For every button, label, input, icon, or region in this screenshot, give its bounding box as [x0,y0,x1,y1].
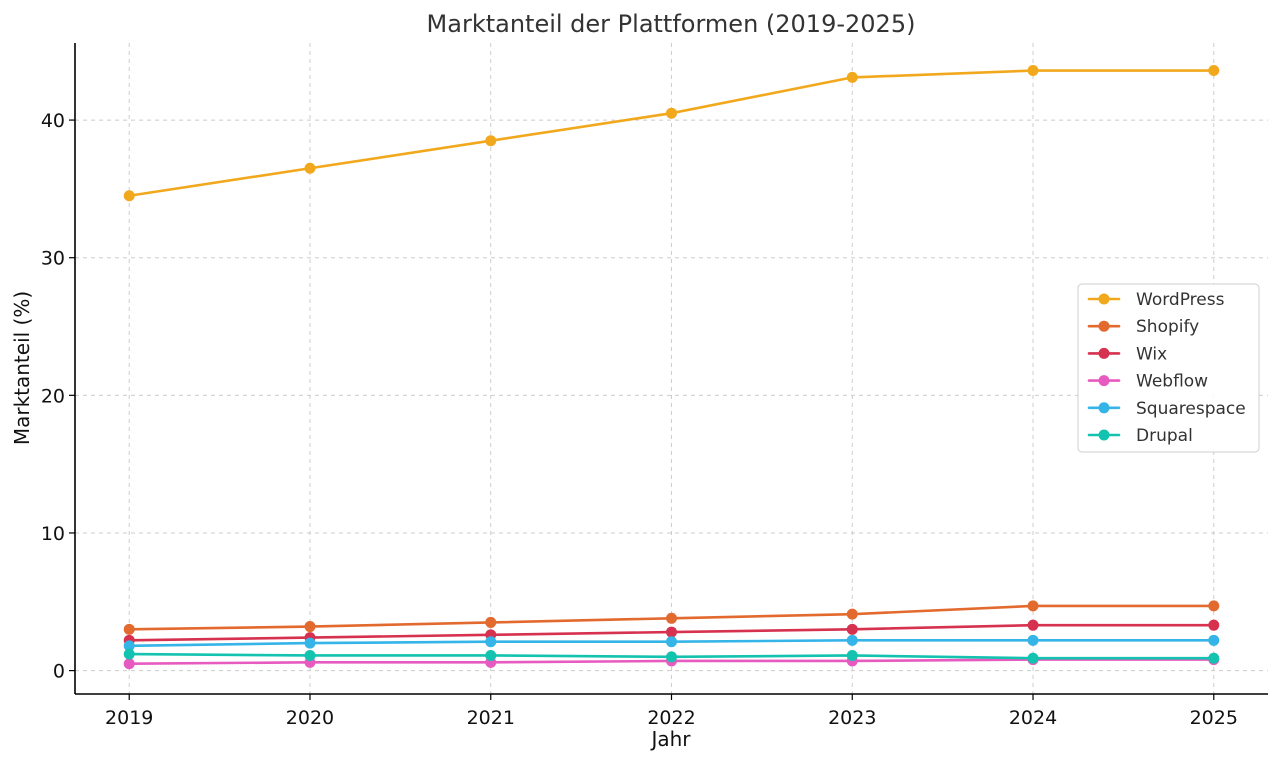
legend-item-webflow: Webflow [1087,372,1208,392]
data-point-shopify-2025 [1208,600,1220,612]
data-point-drupal-2021 [485,649,497,661]
data-point-shopify-2020 [304,621,316,633]
data-point-wordpress-2022 [666,107,677,119]
data-point-squarespace-2019 [123,640,135,652]
data-point-squarespace-2022 [666,636,677,648]
legend-item-squarespace: Squarespace [1087,399,1246,419]
legend-label: Squarespace [1136,399,1246,419]
legend-marker [1098,347,1110,359]
data-point-webflow-2019 [123,658,135,670]
legend-marker [1098,429,1110,441]
data-point-wix-2023 [846,623,858,635]
series-shopify [123,600,1220,635]
data-point-wordpress-2019 [123,190,135,202]
data-point-drupal-2023 [846,649,858,661]
legend-label: Wix [1136,344,1167,364]
data-point-squarespace-2023 [846,634,858,646]
legend-item-wix: Wix [1087,344,1167,364]
data-point-squarespace-2021 [485,636,497,648]
data-point-wix-2022 [666,626,677,638]
data-point-shopify-2022 [666,612,677,624]
x-tick-label: 2020 [286,707,334,729]
data-point-drupal-2019 [123,648,135,660]
x-tick-label: 2022 [647,707,695,729]
x-tick-label: 2024 [1009,707,1057,729]
data-point-shopify-2021 [485,616,497,628]
chart-title: Marktanteil der Plattformen (2019-2025) [427,10,916,38]
data-point-squarespace-2025 [1208,634,1220,646]
x-tick-label: 2021 [467,707,515,729]
y-axis-label: Marktanteil (%) [10,291,34,445]
data-point-wordpress-2025 [1208,65,1220,77]
legend-label: Drupal [1136,426,1193,446]
y-tick-label: 10 [41,523,65,545]
data-point-drupal-2020 [304,649,316,661]
legend-item-wordpress: WordPress [1087,290,1225,310]
y-tick-label: 30 [41,248,65,270]
data-point-wordpress-2021 [485,135,497,147]
legend-marker [1098,375,1110,387]
legend-label: Shopify [1136,317,1199,337]
y-tick-label: 40 [41,110,65,132]
x-axis-label: Jahr [649,727,691,751]
legend-label: Webflow [1136,372,1208,392]
data-point-shopify-2023 [846,608,858,620]
data-point-wordpress-2023 [846,71,858,83]
data-point-drupal-2024 [1027,652,1039,664]
legend-box [1077,283,1260,453]
data-point-wix-2025 [1208,619,1220,631]
legend-marker [1098,293,1110,305]
data-point-squarespace-2020 [304,637,316,649]
series-drupal [123,648,1220,664]
legend-marker [1098,320,1110,332]
legend-marker [1098,402,1110,414]
x-tick-label: 2025 [1190,707,1238,729]
legend-item-drupal: Drupal [1087,426,1193,446]
data-point-squarespace-2024 [1027,634,1039,646]
series-wordpress [123,65,1220,202]
data-point-wordpress-2020 [304,162,316,174]
series-squarespace [123,634,1220,652]
data-point-drupal-2022 [666,651,677,663]
legend-label: WordPress [1136,290,1225,310]
x-tick-label: 2019 [105,707,153,729]
series-layer [123,65,1220,670]
series-wix [123,619,1220,646]
grid-layer [75,43,1268,694]
ticks-layer: 2019 2020 2021 2022 2023 2024 2025 0 10 20 30 40 [41,110,1238,729]
data-point-wix-2024 [1027,619,1039,631]
data-point-shopify-2019 [123,623,135,635]
data-point-shopify-2024 [1027,600,1039,612]
y-tick-label: 20 [41,385,65,407]
legend-item-shopify: Shopify [1087,317,1199,337]
data-point-wordpress-2024 [1027,65,1039,77]
y-tick-label: 0 [53,661,65,683]
data-point-drupal-2025 [1208,652,1220,664]
x-tick-label: 2023 [828,707,876,729]
legend: WordPress Shopify Wix Webflow Squarespace Dru… [1077,283,1260,453]
